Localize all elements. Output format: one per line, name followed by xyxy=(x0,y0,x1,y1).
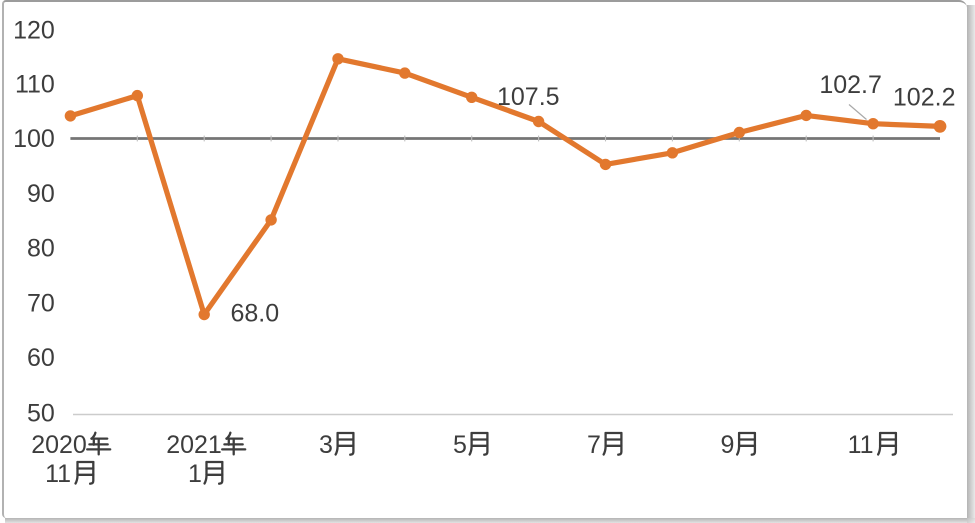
svg-text:80: 80 xyxy=(27,235,55,263)
svg-text:107.5: 107.5 xyxy=(497,83,560,111)
svg-text:3: 3 xyxy=(319,431,333,459)
svg-text:1: 1 xyxy=(188,460,202,488)
svg-text:100: 100 xyxy=(13,125,55,153)
svg-text:102.7: 102.7 xyxy=(819,71,882,99)
svg-text:70: 70 xyxy=(27,290,55,318)
svg-text:9: 9 xyxy=(721,431,735,459)
svg-text:110: 110 xyxy=(15,71,55,99)
svg-text:90: 90 xyxy=(27,180,55,208)
svg-text:11: 11 xyxy=(848,431,874,459)
svg-text:102.2: 102.2 xyxy=(893,84,956,112)
svg-text:120: 120 xyxy=(13,17,55,45)
svg-text:2020: 2020 xyxy=(31,431,87,459)
svg-text:5: 5 xyxy=(453,431,467,459)
svg-text:2021: 2021 xyxy=(166,431,222,459)
svg-text:68.0: 68.0 xyxy=(231,300,280,328)
svg-text:7: 7 xyxy=(587,431,601,459)
svg-text:50: 50 xyxy=(27,400,55,428)
svg-text:11: 11 xyxy=(45,460,71,488)
svg-text:60: 60 xyxy=(27,344,55,372)
